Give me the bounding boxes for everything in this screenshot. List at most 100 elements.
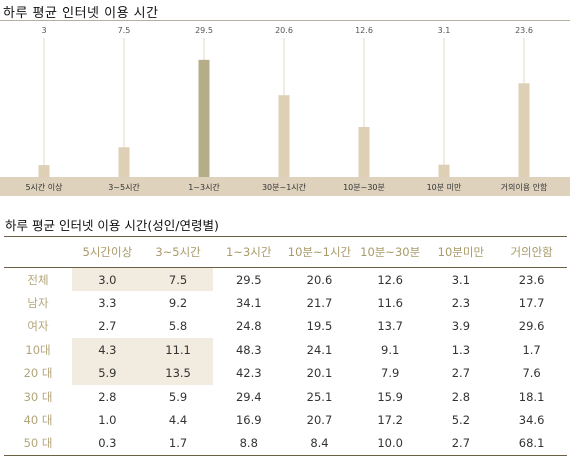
table-cell: 1.7 <box>142 431 214 457</box>
category-label: 10분 미만 <box>427 183 462 192</box>
table-cell: 42.3 <box>235 366 262 381</box>
header-cell: 1~3시간 <box>213 236 285 268</box>
bar <box>198 59 210 177</box>
bar-value-label: 7.5 <box>118 26 131 35</box>
category-label: 10분~30분 <box>343 183 385 192</box>
table-cell: 8.8 <box>213 431 285 457</box>
bar-value-label: 12.6 <box>355 26 373 35</box>
table-cell: 34.6 <box>518 413 545 428</box>
table-row: 50 대 0.3 1.7 8.8 8.4 10.0 2.7 68.1 <box>4 431 567 457</box>
table-cell: 13.7 <box>377 319 403 334</box>
table-cell: 20.6 <box>306 272 333 287</box>
row-label: 남자 <box>27 296 49 311</box>
chart-title: 하루 평균 인터넷 이용 시간 <box>3 6 159 21</box>
table-cell: 25.1 <box>306 389 333 404</box>
bar-value-label: 3.1 <box>438 26 451 35</box>
table-cell: 7.9 <box>381 366 400 381</box>
table-row: 20 대 5.9 13.5 42.3 20.1 7.9 2.7 7.6 <box>4 361 567 385</box>
row-label: 50 대 <box>4 431 72 457</box>
table-cell: 2.8 <box>98 389 117 404</box>
table-cell: 20.1 <box>306 366 333 381</box>
table-cell: 1.7 <box>522 342 541 357</box>
table-cell: 11.6 <box>377 296 403 311</box>
table-cell: 21.7 <box>306 296 333 311</box>
table-cell: 18.1 <box>518 389 545 404</box>
table-cell: 3.9 <box>451 319 471 334</box>
bar-value-label: 3 <box>41 26 46 35</box>
bar <box>438 164 450 177</box>
row-label: 30 대 <box>23 389 53 404</box>
table-cell: 7.5 <box>142 267 214 292</box>
table-cell: 5.9 <box>168 389 188 404</box>
table-cell: 29.5 <box>235 272 262 287</box>
table-cell: 9.1 <box>381 342 400 357</box>
table-cell: 11.1 <box>142 338 214 362</box>
table-cell: 19.5 <box>306 319 333 334</box>
category-label: 3~5시간 <box>108 182 140 192</box>
header-cell: 10분미만 <box>425 236 497 268</box>
table-cell: 5.2 <box>451 413 471 428</box>
category-label: 거의이용 안함 <box>501 182 548 192</box>
table-title: 하루 평균 인터넷 이용 시간(성인/연령별) <box>5 218 219 233</box>
table-cell: 9.2 <box>168 296 188 311</box>
category-label: 5시간 이상 <box>25 182 63 192</box>
bar-chart-svg: 3 5시간 이상 7.5 3~5시간 29.5 1~3시간 20.6 30분~1시간 12.6 1… <box>0 19 570 196</box>
row-label: 40 대 <box>23 413 53 428</box>
table-row: 전체 3.0 7.5 29.5 20.6 12.6 3.1 23.6 <box>4 267 567 292</box>
table-cell: 29.6 <box>518 319 545 334</box>
bar <box>118 147 130 177</box>
table-cell: 2.7 <box>425 431 497 457</box>
category-label: 30분~1시간 <box>262 182 307 192</box>
table-cell: 16.9 <box>235 413 262 428</box>
table-cell: 24.1 <box>306 342 333 357</box>
table-row: 30 대 2.8 5.9 29.4 25.1 15.9 2.8 18.1 <box>4 385 567 408</box>
bar-value-label: 23.6 <box>515 26 533 35</box>
header-cell: 5시간이상 <box>72 236 143 268</box>
table-cell: 1.3 <box>451 342 471 357</box>
table-header-row: 5시간이상 3~5시간 1~3시간 10분~1시간 10분~30분 10분미만 … <box>4 236 567 268</box>
table-cell: 10.0 <box>354 431 426 457</box>
table-cell: 68.1 <box>496 431 567 457</box>
table-cell: 2.8 <box>451 389 471 404</box>
table-cell: 3.1 <box>451 272 471 287</box>
row-label: 20 대 <box>23 366 53 381</box>
table-cell: 4.4 <box>168 413 188 428</box>
bar <box>38 165 50 177</box>
table-cell: 20.7 <box>306 413 333 428</box>
header-cell: 10분~30분 <box>354 236 426 268</box>
bar-value-label: 20.6 <box>275 26 293 35</box>
row-label: 전체 <box>27 272 49 287</box>
bar <box>518 83 530 177</box>
category-label: 1~3시간 <box>188 182 220 192</box>
table-row: 40 대 1.0 4.4 16.9 20.7 17.2 5.2 34.6 <box>4 408 567 431</box>
header-cell <box>4 236 72 268</box>
table-row: 여자 2.7 5.8 24.8 19.5 13.7 3.9 29.6 <box>4 315 567 338</box>
row-label: 10대 <box>25 342 51 357</box>
row-label: 여자 <box>27 319 49 334</box>
table-cell: 24.8 <box>235 319 262 334</box>
table-cell: 4.3 <box>72 338 143 362</box>
table-cell: 3.0 <box>72 267 143 292</box>
table-cell: 17.7 <box>518 296 545 311</box>
table-cell: 5.8 <box>168 319 188 334</box>
table-cell: 29.4 <box>235 389 262 404</box>
table-row: 10대 4.3 11.1 48.3 24.1 9.1 1.3 1.7 <box>4 338 567 362</box>
table-cell: 8.4 <box>284 431 355 457</box>
table-row: 남자 3.3 9.2 34.1 21.7 11.6 2.3 17.7 <box>4 291 567 314</box>
bar-chart: 3 5시간 이상 7.5 3~5시간 29.5 1~3시간 20.6 30분~1시간 12.6 1… <box>0 19 570 200</box>
bar-value-label: 29.5 <box>195 26 213 35</box>
table-cell: 2.7 <box>98 319 117 334</box>
data-table: 5시간이상 3~5시간 1~3시간 10분~1시간 10분~30분 10분미만 … <box>4 236 567 457</box>
bar <box>278 95 290 177</box>
table-cell: 23.6 <box>518 272 545 287</box>
table-cell: 34.1 <box>235 296 262 311</box>
table-cell: 17.2 <box>377 413 403 428</box>
table-cell: 2.7 <box>451 366 471 381</box>
table-cell: 3.3 <box>98 296 117 311</box>
category-band <box>0 177 570 196</box>
table-cell: 5.9 <box>72 361 143 385</box>
table-cell: 13.5 <box>142 361 214 385</box>
bar <box>358 126 370 177</box>
table-cell: 12.6 <box>377 272 403 287</box>
table-cell: 1.0 <box>98 413 117 428</box>
